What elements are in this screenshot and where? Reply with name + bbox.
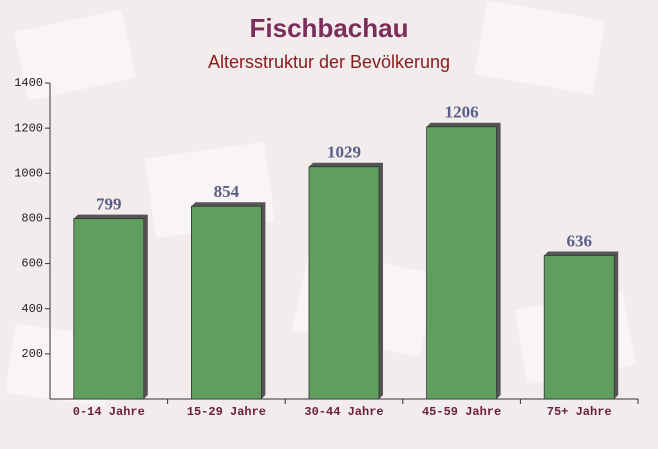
- value-label: 1029: [327, 143, 361, 162]
- x-tick-label: 30-44 Jahre: [304, 405, 383, 419]
- bar: [308, 166, 380, 400]
- y-tick-label: 1200: [14, 121, 43, 135]
- bar: [73, 218, 145, 400]
- chart-title: Fischbachau: [250, 13, 409, 43]
- value-label: 636: [566, 231, 592, 250]
- x-tick-label: 0-14 Jahre: [73, 405, 145, 419]
- x-tick-label: 75+ Jahre: [547, 405, 612, 419]
- chart-subtitle: Altersstruktur der Bevölkerung: [208, 52, 450, 72]
- y-tick-label: 200: [21, 347, 43, 361]
- y-tick-label: 1000: [14, 166, 43, 180]
- y-tick-label: 600: [21, 257, 43, 271]
- value-label: 1206: [445, 103, 479, 122]
- y-tick-label: 1400: [14, 76, 43, 90]
- y-tick-label: 400: [21, 302, 43, 316]
- bar: [543, 255, 615, 400]
- x-tick-label: 45-59 Jahre: [422, 405, 501, 419]
- y-tick-label: 800: [21, 212, 43, 226]
- bar: [190, 205, 262, 400]
- value-label: 799: [96, 195, 122, 214]
- x-tick-label: 15-29 Jahre: [187, 405, 266, 419]
- bar: [426, 126, 498, 400]
- value-label: 854: [214, 182, 240, 201]
